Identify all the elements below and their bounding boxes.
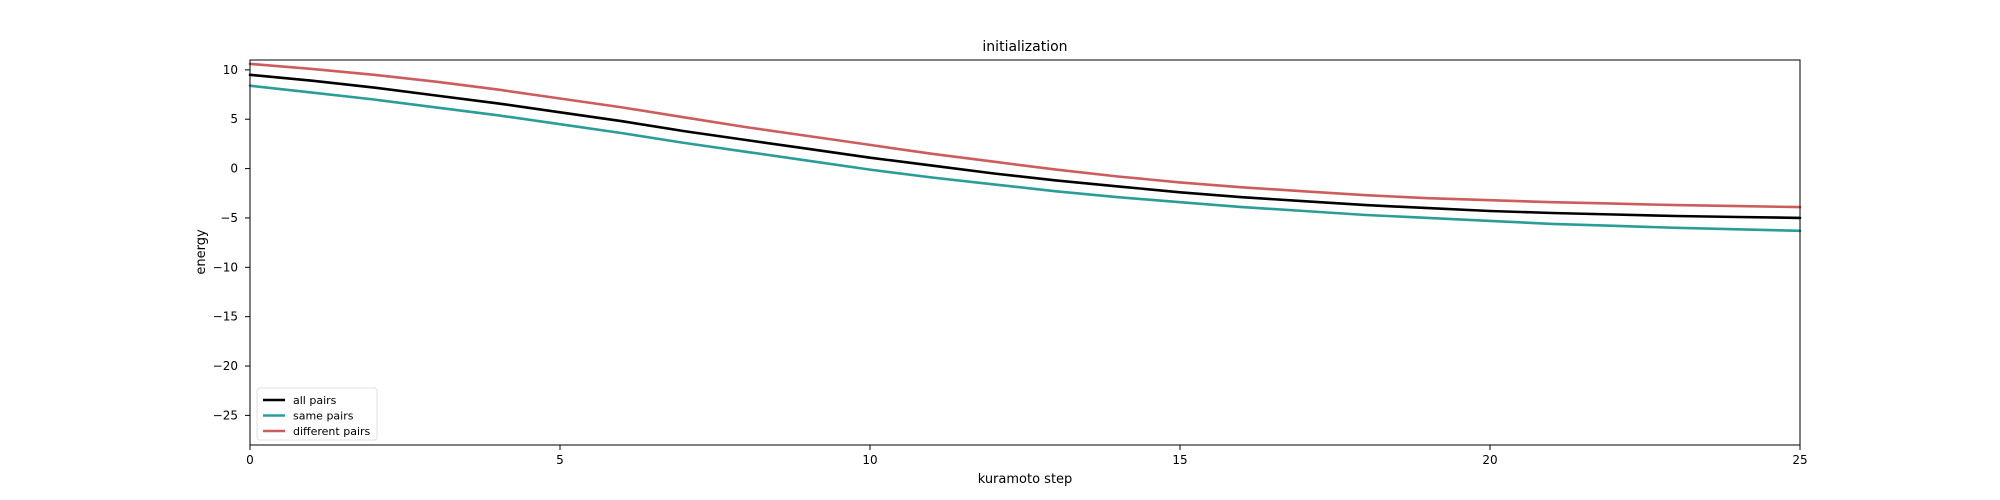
legend-label: same pairs	[293, 410, 354, 423]
x-tick-label: 20	[1482, 453, 1497, 467]
y-tick-label: −25	[213, 408, 238, 422]
y-tick-label: −10	[213, 260, 238, 274]
x-tick-label: 5	[556, 453, 564, 467]
x-tick-label: 10	[862, 453, 877, 467]
y-tick-label: −15	[213, 310, 238, 324]
legend-label: different pairs	[293, 425, 371, 438]
x-tick-label: 0	[246, 453, 254, 467]
x-tick-label: 15	[1172, 453, 1187, 467]
legend: all pairs same pairs different pairs	[256, 387, 378, 441]
x-axis-label: kuramoto step	[978, 472, 1073, 487]
y-tick-label: −5	[220, 211, 238, 225]
legend-box	[256, 387, 378, 441]
plot-frame	[249, 59, 1801, 446]
series-line-different-pairs	[248, 62, 1802, 209]
y-tick-label: 0	[230, 162, 238, 176]
y-tick-label: 5	[230, 112, 238, 126]
y-tick-label: 10	[223, 63, 238, 77]
series-line-same-pairs	[248, 84, 1802, 233]
y-axis-label: energy	[194, 229, 209, 275]
series-line-all-pairs	[248, 73, 1802, 220]
y-axis: 10 5 0 −5 −10 −15 −20 −25	[213, 63, 250, 422]
legend-label: all pairs	[293, 394, 337, 407]
x-tick-label: 25	[1792, 453, 1807, 467]
y-tick-label: −20	[213, 359, 238, 373]
x-axis: 0 5 10 15 20 25	[246, 445, 1808, 467]
chart-title: initialization	[982, 39, 1067, 55]
